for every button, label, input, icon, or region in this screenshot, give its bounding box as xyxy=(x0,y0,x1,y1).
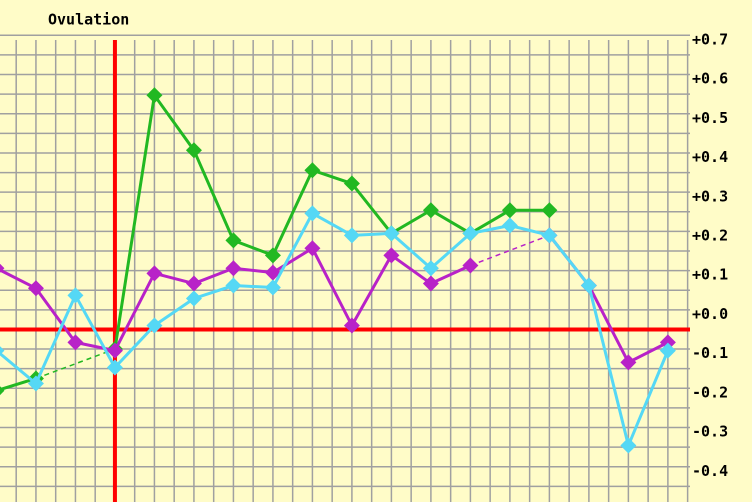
data-point xyxy=(0,346,5,356)
y-tick-label: +0.0 xyxy=(692,305,728,323)
data-point xyxy=(462,257,479,274)
data-point xyxy=(422,202,439,219)
y-tick-label: +0.1 xyxy=(692,266,728,284)
data-point xyxy=(541,202,558,219)
y-tick-label: +0.2 xyxy=(692,227,728,245)
data-point xyxy=(501,217,518,234)
data-point xyxy=(659,342,676,359)
data-point xyxy=(0,263,5,273)
data-point xyxy=(304,205,321,222)
data-point xyxy=(264,264,281,281)
y-tick-label: +0.4 xyxy=(692,148,728,166)
data-point xyxy=(185,275,202,292)
data-point xyxy=(620,354,637,371)
y-tick-label: +0.7 xyxy=(692,30,728,48)
data-point xyxy=(580,277,597,294)
data-point xyxy=(67,334,84,351)
data-point xyxy=(501,202,518,219)
data-point xyxy=(541,227,558,244)
data-point xyxy=(304,240,321,257)
data-point xyxy=(225,277,242,294)
data-point xyxy=(620,437,637,454)
data-point xyxy=(0,386,5,396)
data-point xyxy=(146,317,163,334)
data-point xyxy=(659,334,676,351)
data-point xyxy=(27,375,44,392)
data-point xyxy=(264,279,281,296)
y-tick-label: +0.3 xyxy=(692,187,728,205)
data-point xyxy=(304,162,321,179)
data-point xyxy=(422,275,439,292)
data-point xyxy=(343,317,360,334)
data-point xyxy=(146,87,163,104)
data-point xyxy=(462,225,479,242)
series-line xyxy=(0,211,670,451)
data-point xyxy=(225,260,242,277)
y-tick-label: -0.1 xyxy=(692,344,728,362)
y-tick-label: -0.2 xyxy=(692,383,728,401)
y-tick-label: +0.5 xyxy=(692,109,728,127)
data-point xyxy=(185,142,202,159)
data-point xyxy=(106,342,123,359)
data-point xyxy=(185,290,202,307)
data-point xyxy=(264,247,281,264)
data-point xyxy=(27,280,44,297)
data-point xyxy=(67,287,84,304)
y-tick-label: -0.3 xyxy=(692,423,728,441)
y-tick-label: -0.4 xyxy=(692,462,728,480)
data-point xyxy=(343,175,360,192)
data-point xyxy=(383,225,400,242)
data-point xyxy=(146,265,163,282)
y-tick-label: +0.6 xyxy=(692,70,728,88)
data-point xyxy=(225,232,242,249)
chart-title: Ovulation xyxy=(48,11,129,29)
series-line xyxy=(0,91,550,392)
data-point xyxy=(383,247,400,264)
data-point xyxy=(343,227,360,244)
data-point xyxy=(106,359,123,376)
data-point xyxy=(422,260,439,277)
